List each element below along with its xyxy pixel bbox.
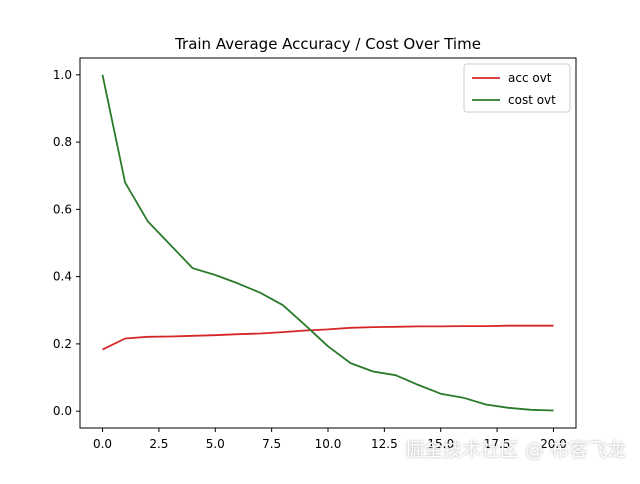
x-tick-label: 10.0 <box>315 437 342 451</box>
x-axis: 0.0 2.5 5.0 7.5 10.0 12.5 15.0 17.5 20.0 <box>93 428 567 451</box>
plot-marks <box>101 74 554 412</box>
series-line-1 <box>101 74 554 412</box>
y-axis: 0.0 0.2 0.4 0.6 0.8 1.0 <box>53 68 80 418</box>
y-tick-label: 0.0 <box>53 404 72 418</box>
y-tick-label: 1.0 <box>53 68 72 82</box>
legend: acc ovt cost ovt <box>463 63 571 113</box>
x-tick-label: 15.0 <box>427 437 454 451</box>
chart-title: Train Average Accuracy / Cost Over Time <box>174 35 481 53</box>
y-tick-label: 0.4 <box>53 270 72 284</box>
x-tick-label: 2.5 <box>149 437 168 451</box>
y-tick-label: 0.2 <box>53 337 72 351</box>
x-tick-label: 5.0 <box>206 437 225 451</box>
y-tick-label: 0.6 <box>53 202 72 216</box>
legend-label: acc ovt <box>508 71 552 85</box>
x-tick-label: 12.5 <box>371 437 398 451</box>
watermark-text: 掘金技术社区 @ 布客飞龙 <box>404 439 626 461</box>
x-tick-label: 0.0 <box>93 437 112 451</box>
x-tick-label: 20.0 <box>540 437 567 451</box>
legend-label: cost ovt <box>508 93 556 107</box>
x-tick-label: 7.5 <box>262 437 281 451</box>
x-tick-label: 17.5 <box>484 437 511 451</box>
series-line-0 <box>102 324 554 351</box>
plot-frame <box>79 57 577 429</box>
y-tick-label: 0.8 <box>53 135 72 149</box>
